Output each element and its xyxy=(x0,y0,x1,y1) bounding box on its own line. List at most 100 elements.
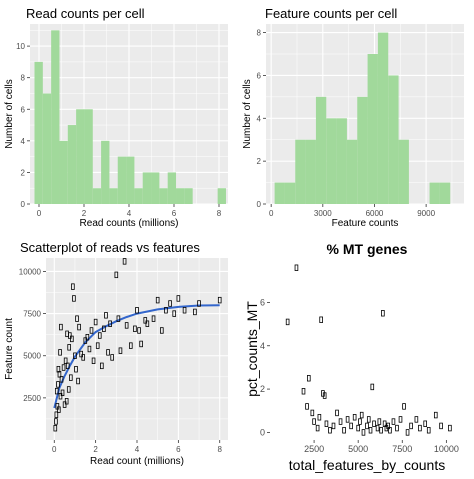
x-axis-ticks: 2500 5000 7500 10000 xyxy=(304,440,459,454)
scatter-point xyxy=(172,310,177,317)
panel-read-counts: Read counts per cell 0 2 4 6 8 0 2 4 6 8 10 Read … xyxy=(4,6,228,229)
scatter-point xyxy=(76,377,80,385)
x-tick-label: 0 xyxy=(52,445,57,454)
histogram-bar xyxy=(398,139,409,204)
scatter-point xyxy=(81,354,86,361)
scatter-point xyxy=(58,349,62,356)
scatter-point xyxy=(433,411,438,419)
x-tick-label: 2 xyxy=(93,445,98,454)
scatter-point xyxy=(375,424,380,432)
histogram-bar xyxy=(429,182,440,204)
scatter-point xyxy=(135,307,139,314)
x-tick-label: 4 xyxy=(135,445,140,454)
y-tick-label: 10 xyxy=(16,42,25,51)
scatter-point xyxy=(358,418,362,425)
x-tick-label: 9000 xyxy=(417,209,435,218)
y-axis-label: Number of cells xyxy=(4,79,15,148)
scatter-point xyxy=(377,418,382,425)
scatter-point xyxy=(193,308,197,316)
scatter-point xyxy=(100,362,104,370)
scatter-point xyxy=(366,416,371,423)
scatter-point xyxy=(322,392,327,399)
histogram-bar xyxy=(34,61,43,204)
scatter-point xyxy=(122,258,127,265)
scatter-point xyxy=(56,381,60,388)
histogram-bar xyxy=(134,188,143,204)
scatter-point xyxy=(95,342,100,349)
scatter-point xyxy=(54,418,58,425)
scatter-point xyxy=(75,315,79,322)
scatter-point xyxy=(69,374,73,381)
scatter-point xyxy=(62,401,67,408)
scatter-point xyxy=(345,416,350,423)
scatter-point xyxy=(312,418,316,425)
histogram-bar xyxy=(76,109,85,204)
histogram-bars xyxy=(34,30,226,204)
x-tick-label: 6 xyxy=(176,445,181,454)
y-tick-label: 8 xyxy=(257,29,262,38)
scatter-point xyxy=(143,317,148,324)
y-tick-label: 0 xyxy=(260,427,265,437)
x-tick-label: 0 xyxy=(269,209,274,218)
scatter-point xyxy=(306,375,311,382)
scatter-point xyxy=(305,403,309,410)
histogram-bar xyxy=(346,139,358,204)
y-tick-label: 8 xyxy=(21,74,26,83)
y-tick-label: 6 xyxy=(260,297,265,307)
histogram-bar xyxy=(326,118,337,204)
histogram-bar xyxy=(439,182,451,204)
scatter-point xyxy=(349,422,353,430)
scatter-point xyxy=(57,371,62,378)
y-tick-label: 4 xyxy=(257,114,262,123)
scatter-points xyxy=(285,264,452,436)
scatter-point xyxy=(72,295,76,302)
scatter-point xyxy=(114,271,119,279)
x-tick-label: 5000 xyxy=(348,444,368,454)
scatter-point xyxy=(145,320,150,327)
scatter-point xyxy=(102,325,106,332)
x-axis-ticks: 0 2 4 6 8 xyxy=(52,440,223,454)
scatter-point xyxy=(60,389,65,397)
x-tick-label: 2 xyxy=(82,209,87,218)
scatter-point xyxy=(66,386,71,393)
scatter-point xyxy=(139,340,143,348)
scatter-point xyxy=(137,327,141,334)
scatter-point xyxy=(285,318,290,326)
scatter-point xyxy=(426,427,431,434)
scatter-point xyxy=(155,296,160,304)
scatter-point xyxy=(71,283,75,290)
scatter-point xyxy=(93,318,98,326)
y-tick-label: 4 xyxy=(21,137,26,146)
histogram-bar xyxy=(305,139,316,204)
scatter-point xyxy=(391,418,396,425)
scatter-point xyxy=(324,420,329,427)
scatter-point xyxy=(64,398,69,405)
histogram-bar xyxy=(84,109,93,204)
x-axis-label: Read counts (millions) xyxy=(80,218,179,229)
x-tick-label: 7500 xyxy=(392,444,412,454)
x-axis-ticks: 0 3000 6000 9000 xyxy=(269,204,436,218)
scatter-point xyxy=(53,425,58,432)
chart-title: Read counts per cell xyxy=(26,6,145,21)
scatter-point xyxy=(57,406,61,413)
chart-title: % MT genes xyxy=(327,241,408,257)
x-tick-label: 2500 xyxy=(304,444,324,454)
scatter-point xyxy=(54,387,59,395)
histogram-bar xyxy=(315,96,327,204)
scatter-point xyxy=(331,422,336,430)
histogram-bar xyxy=(357,96,368,204)
scatter-point xyxy=(294,264,299,271)
scatter-point xyxy=(91,357,96,364)
y-tick-label: 2 xyxy=(257,157,262,166)
scatter-point xyxy=(338,418,343,425)
scatter-point xyxy=(182,307,187,314)
scatter-point xyxy=(87,345,92,353)
x-tick-label: 10000 xyxy=(434,444,459,454)
scatter-point xyxy=(116,315,121,322)
histogram-bar xyxy=(101,140,110,204)
y-tick-label: 0 xyxy=(257,200,262,209)
x-axis-ticks: 0 2 4 6 8 xyxy=(37,204,222,218)
panel-feature-counts: Feature counts per cell 0 3000 6000 9000 0 2… xyxy=(242,6,464,229)
scatter-point xyxy=(70,335,74,343)
histogram-bar xyxy=(126,156,135,204)
